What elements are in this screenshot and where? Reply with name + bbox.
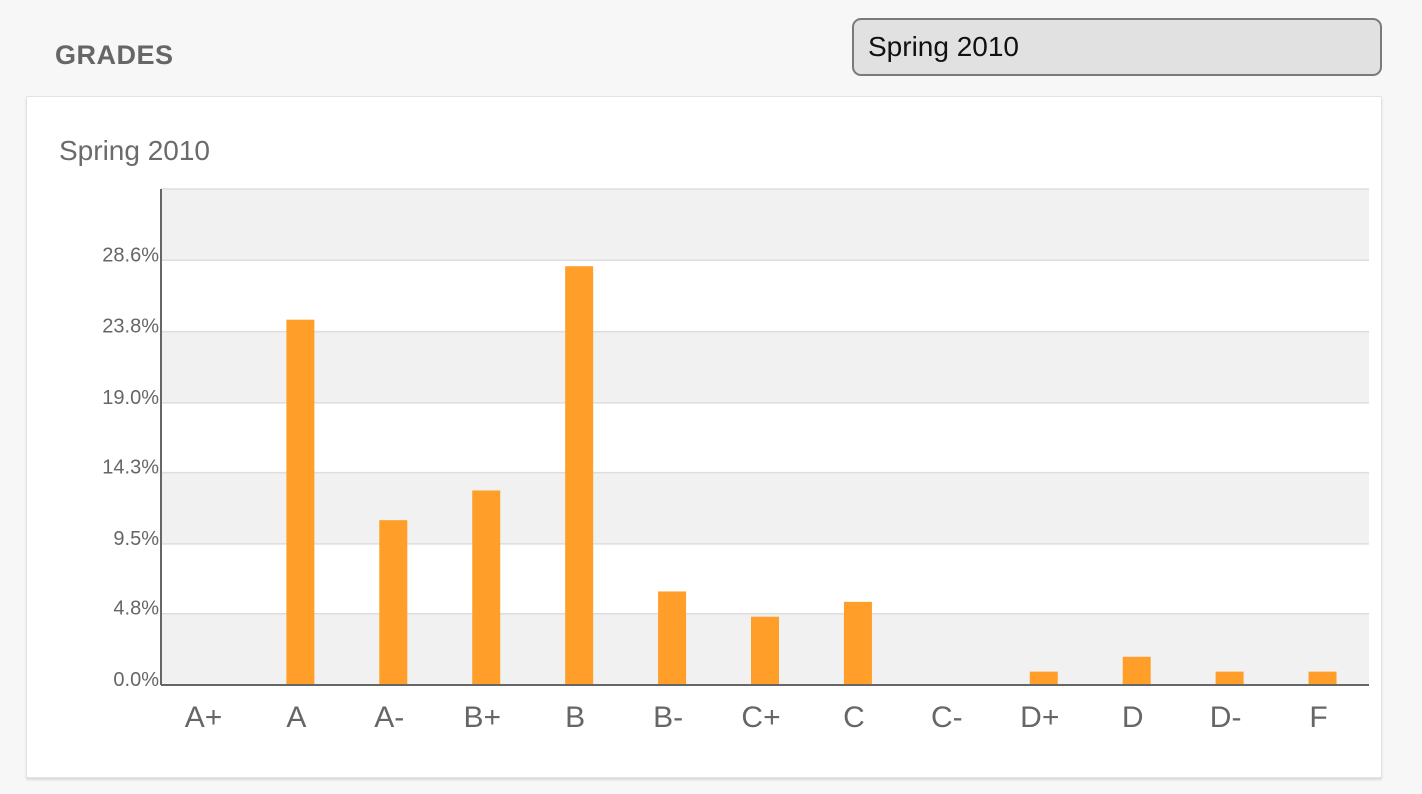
- page-title: GRADES: [55, 40, 174, 70]
- bar-A[interactable]: [286, 319, 315, 685]
- x-tick-label: A+: [185, 701, 223, 734]
- y-tick-label: 4.8%: [113, 598, 159, 620]
- grade-distribution-chart: 0.0% 4.8% 9.5% 14.3% 19.0% 23.8% 28.6% A+ A A- B+…: [102, 188, 1369, 734]
- x-tick-label: B+: [463, 701, 501, 734]
- y-tick-label: 19.0%: [102, 387, 159, 409]
- term-select-value: Spring 2010: [868, 31, 1020, 62]
- y-tick-label: 9.5%: [113, 528, 159, 550]
- bar-C+[interactable]: [751, 616, 779, 685]
- term-select-dropdown[interactable]: Spring 2010: [852, 18, 1382, 76]
- bar-B-[interactable]: [658, 591, 687, 685]
- y-tick-label: 0.0%: [113, 669, 159, 691]
- plot-band: [161, 331, 1369, 403]
- bar-F[interactable]: [1308, 671, 1337, 685]
- x-tick-label: D: [1122, 701, 1144, 734]
- bar-D[interactable]: [1122, 656, 1151, 685]
- plot-band: [161, 189, 1369, 261]
- bar-C[interactable]: [843, 601, 872, 685]
- x-tick-label: B: [565, 701, 585, 734]
- x-tick-label: F: [1309, 701, 1327, 734]
- bar-B+[interactable]: [472, 490, 501, 685]
- y-tick-label: 23.8%: [102, 316, 159, 338]
- x-tick-label: C-: [931, 701, 963, 734]
- bar-D+[interactable]: [1029, 671, 1058, 685]
- bar-A-[interactable]: [379, 520, 408, 685]
- x-tick-label: C+: [741, 701, 780, 734]
- bar-D-[interactable]: [1215, 671, 1244, 685]
- x-tick-label: A: [286, 701, 306, 734]
- x-tick-label: D-: [1210, 701, 1242, 734]
- bar-B[interactable]: [565, 266, 594, 685]
- x-tick-label: B-: [653, 701, 683, 734]
- x-tick-label: A-: [374, 701, 404, 734]
- plot-band: [161, 472, 1369, 544]
- x-tick-label: C: [843, 701, 865, 734]
- y-tick-label: 14.3%: [102, 457, 159, 479]
- y-tick-label: 28.6%: [102, 244, 159, 266]
- chart-title: Spring 2010: [59, 135, 211, 166]
- x-tick-label: D+: [1020, 701, 1059, 734]
- chart-card: Spring 2010 0.0% 4.8% 9.5% 14.3% 19.0% 23.8% 2…: [26, 96, 1382, 778]
